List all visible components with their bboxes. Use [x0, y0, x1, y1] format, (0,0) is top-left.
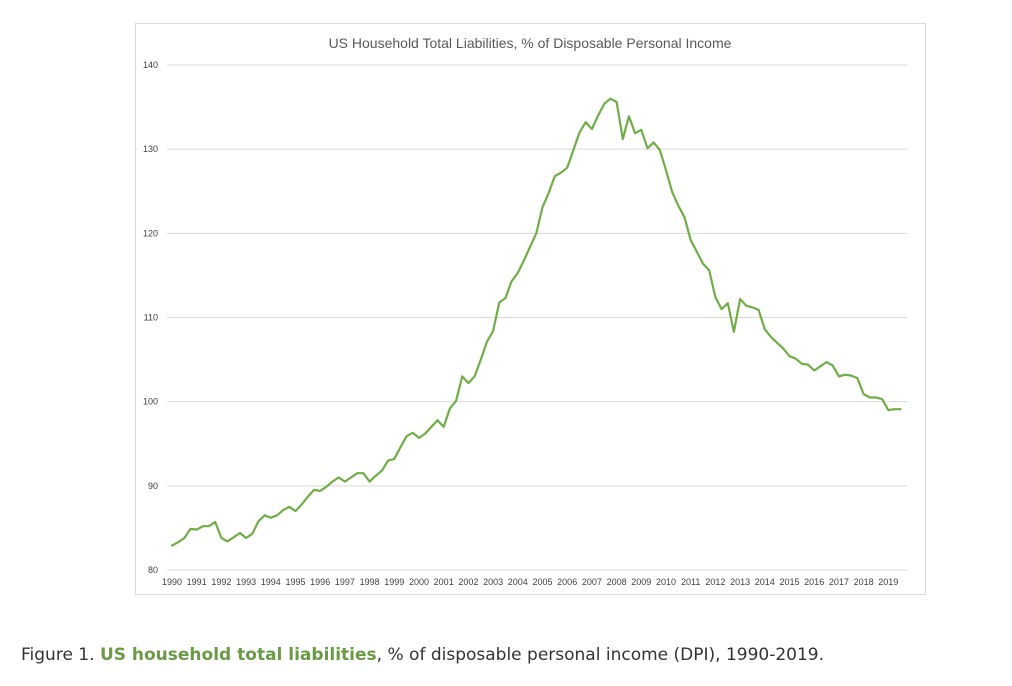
x-tick-label: 2002: [458, 577, 478, 587]
x-tick-label: 2004: [508, 577, 528, 587]
caption-suffix: , % of disposable personal income (DPI),…: [376, 645, 825, 665]
x-tick-label: 1991: [187, 577, 207, 587]
y-tick-label: 90: [148, 481, 158, 491]
x-tick-label: 2007: [582, 577, 602, 587]
x-tick-label: 1992: [211, 577, 231, 587]
caption-link[interactable]: US household total liabilities: [99, 645, 377, 665]
chart-area: US Household Total Liabilities, % of Dis…: [135, 23, 926, 595]
caption-prefix: Figure 1.: [21, 645, 100, 665]
y-tick-label: 130: [143, 144, 158, 154]
x-tick-label: 1994: [261, 577, 281, 587]
x-tick-label: 2017: [829, 577, 849, 587]
x-tick-label: 1990: [162, 577, 182, 587]
x-tick-label: 1999: [384, 577, 404, 587]
y-tick-label: 140: [143, 60, 158, 70]
y-tick-label: 100: [143, 397, 158, 407]
series-group: [170, 97, 902, 547]
line-chart: US Household Total Liabilities, % of Dis…: [143, 35, 907, 587]
x-tick-label: 2019: [878, 577, 898, 587]
gridlines: [167, 64, 907, 571]
x-tick-label: 1997: [335, 577, 355, 587]
x-tick-label: 2001: [434, 577, 454, 587]
x-tick-label: 2013: [730, 577, 750, 587]
y-axis-ticks: 80 90 100 110 120 130 140: [143, 60, 158, 575]
x-axis-ticks: 1990 1991 1992 1993 1994 1995 1996 1997 1998 1999…: [162, 577, 898, 587]
x-tick-label: 2000: [409, 577, 429, 587]
x-tick-label: 1998: [360, 577, 380, 587]
x-tick-label: 2010: [656, 577, 676, 587]
series-line: [170, 97, 902, 547]
x-tick-label: 2009: [631, 577, 651, 587]
x-tick-label: 2018: [854, 577, 874, 587]
x-tick-label: 1996: [310, 577, 330, 587]
x-tick-label: 2012: [705, 577, 725, 587]
x-tick-label: 2016: [804, 577, 824, 587]
x-tick-label: 2006: [557, 577, 577, 587]
x-tick-label: 2011: [681, 577, 700, 587]
chart-title: US Household Total Liabilities, % of Dis…: [329, 35, 732, 51]
x-tick-label: 2008: [607, 577, 627, 587]
x-tick-label: 1995: [285, 577, 305, 587]
y-tick-label: 120: [143, 228, 158, 238]
x-tick-label: 2003: [483, 577, 503, 587]
figure-caption: Figure 1. US household total liabilities…: [21, 645, 824, 665]
y-tick-label: 110: [144, 313, 158, 323]
x-tick-label: 2005: [532, 577, 552, 587]
x-tick-label: 1993: [236, 577, 256, 587]
x-tick-label: 2014: [755, 577, 775, 587]
y-tick-label: 80: [148, 565, 158, 575]
x-tick-label: 2015: [779, 577, 799, 587]
